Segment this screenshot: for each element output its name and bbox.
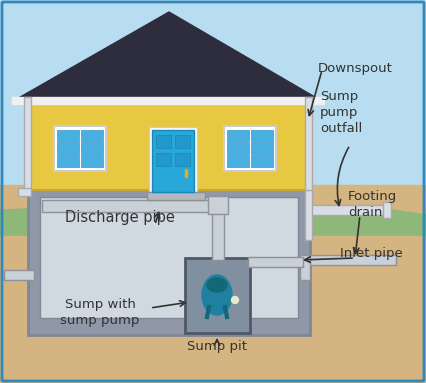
Circle shape	[231, 296, 239, 303]
Bar	[57, 155, 79, 167]
Bar	[147, 192, 205, 200]
Bar	[251, 142, 273, 154]
Bar	[300, 255, 310, 280]
Bar	[81, 142, 103, 154]
Bar	[251, 129, 273, 141]
Bar	[12, 97, 324, 104]
Bar	[81, 155, 103, 167]
Bar	[227, 129, 249, 141]
Bar	[175, 135, 190, 148]
Bar	[54, 126, 106, 170]
Text: Downspout: Downspout	[318, 62, 393, 75]
Text: Sump
pump
outfall: Sump pump outfall	[320, 90, 362, 135]
Text: Footing
drain: Footing drain	[348, 190, 397, 219]
Bar	[305, 190, 312, 240]
Text: Inlet pipe: Inlet pipe	[340, 247, 403, 260]
Bar	[156, 135, 171, 148]
Bar	[42, 200, 217, 212]
Bar	[40, 197, 298, 318]
Bar	[308, 255, 396, 265]
Bar	[227, 155, 249, 167]
Ellipse shape	[207, 278, 227, 292]
Bar	[212, 200, 224, 260]
Bar	[185, 258, 250, 333]
Text: Discharge pipe: Discharge pipe	[65, 210, 175, 225]
Bar	[156, 153, 171, 166]
Bar	[224, 126, 276, 170]
Bar	[24, 97, 31, 192]
Bar	[208, 196, 228, 214]
Ellipse shape	[202, 275, 232, 315]
Text: Sump with
sump pump: Sump with sump pump	[60, 298, 140, 327]
Bar	[4, 270, 34, 280]
Bar	[28, 185, 310, 335]
Bar	[175, 153, 190, 166]
Text: Sump pit: Sump pit	[187, 340, 247, 353]
Bar	[28, 100, 310, 190]
Polygon shape	[0, 208, 426, 235]
Bar	[57, 142, 79, 154]
Bar	[227, 142, 249, 154]
Bar	[0, 185, 426, 383]
Bar	[248, 257, 303, 267]
Bar	[152, 130, 194, 192]
Bar	[57, 129, 79, 141]
Bar	[305, 97, 312, 199]
Bar	[81, 129, 103, 141]
Bar	[383, 202, 391, 218]
Bar	[251, 155, 273, 167]
Polygon shape	[15, 12, 320, 100]
Bar	[149, 127, 197, 192]
Bar	[308, 205, 386, 215]
Bar	[18, 188, 31, 196]
